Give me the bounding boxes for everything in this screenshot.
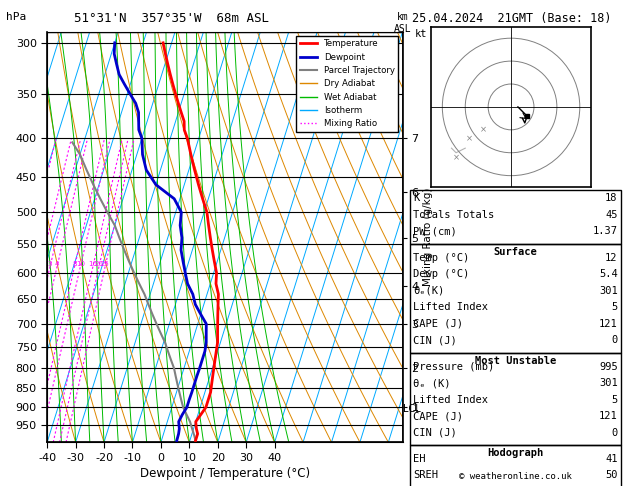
Text: 18: 18 [605, 193, 618, 204]
Text: 12: 12 [605, 253, 618, 263]
Text: 25: 25 [101, 261, 109, 267]
Text: 1.37: 1.37 [593, 226, 618, 237]
Text: CAPE (J): CAPE (J) [413, 319, 463, 329]
Text: PW (cm): PW (cm) [413, 226, 457, 237]
Text: Pressure (mb): Pressure (mb) [413, 362, 494, 372]
Text: Dewp (°C): Dewp (°C) [413, 269, 469, 279]
Text: 4: 4 [55, 261, 59, 267]
Text: θₑ (K): θₑ (K) [413, 378, 451, 388]
Text: 20: 20 [94, 261, 103, 267]
Text: Most Unstable: Most Unstable [475, 356, 556, 366]
Text: ×: × [466, 135, 473, 143]
Text: 0: 0 [611, 428, 618, 438]
Text: θₑ(K): θₑ(K) [413, 286, 445, 296]
X-axis label: Dewpoint / Temperature (°C): Dewpoint / Temperature (°C) [140, 467, 310, 480]
Text: 25.04.2024  21GMT (Base: 18): 25.04.2024 21GMT (Base: 18) [412, 12, 611, 25]
Text: hPa: hPa [6, 12, 26, 22]
Legend: Temperature, Dewpoint, Parcel Trajectory, Dry Adiabat, Wet Adiabat, Isotherm, Mi: Temperature, Dewpoint, Parcel Trajectory… [296, 36, 398, 132]
Text: LCL: LCL [403, 404, 420, 414]
Text: 0: 0 [611, 335, 618, 346]
Text: Totals Totals: Totals Totals [413, 210, 494, 220]
Text: K: K [413, 193, 420, 204]
Text: 5.4: 5.4 [599, 269, 618, 279]
Text: CIN (J): CIN (J) [413, 428, 457, 438]
Text: 8: 8 [72, 261, 77, 267]
Text: 121: 121 [599, 319, 618, 329]
Text: Surface: Surface [494, 247, 537, 257]
Text: SREH: SREH [413, 470, 438, 481]
Text: Hodograph: Hodograph [487, 448, 543, 458]
Text: 5: 5 [611, 302, 618, 312]
Y-axis label: Mixing Ratio (g/kg): Mixing Ratio (g/kg) [423, 188, 433, 286]
Text: © weatheronline.co.uk: © weatheronline.co.uk [459, 472, 572, 481]
Text: 301: 301 [599, 286, 618, 296]
Text: 3: 3 [48, 261, 52, 267]
Text: ×: × [480, 125, 487, 134]
Text: Lifted Index: Lifted Index [413, 395, 488, 405]
Text: Lifted Index: Lifted Index [413, 302, 488, 312]
Text: Temp (°C): Temp (°C) [413, 253, 469, 263]
Text: 10: 10 [75, 261, 85, 267]
Text: 121: 121 [599, 411, 618, 421]
Text: EH: EH [413, 454, 426, 464]
Text: 50: 50 [605, 470, 618, 481]
Text: CIN (J): CIN (J) [413, 335, 457, 346]
Text: 16: 16 [88, 261, 97, 267]
Text: ×: × [453, 153, 460, 162]
Text: 5: 5 [611, 395, 618, 405]
Text: 41: 41 [605, 454, 618, 464]
Text: kt: kt [415, 29, 428, 39]
Text: km
ASL: km ASL [394, 12, 411, 34]
Text: 51°31'N  357°35'W  68m ASL: 51°31'N 357°35'W 68m ASL [74, 12, 269, 25]
Text: 995: 995 [599, 362, 618, 372]
Text: 45: 45 [605, 210, 618, 220]
Text: CAPE (J): CAPE (J) [413, 411, 463, 421]
Text: 301: 301 [599, 378, 618, 388]
